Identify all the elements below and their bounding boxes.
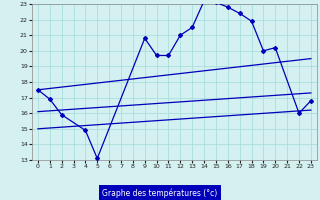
Text: Graphe des températures (°c): Graphe des températures (°c) [102,188,218,198]
